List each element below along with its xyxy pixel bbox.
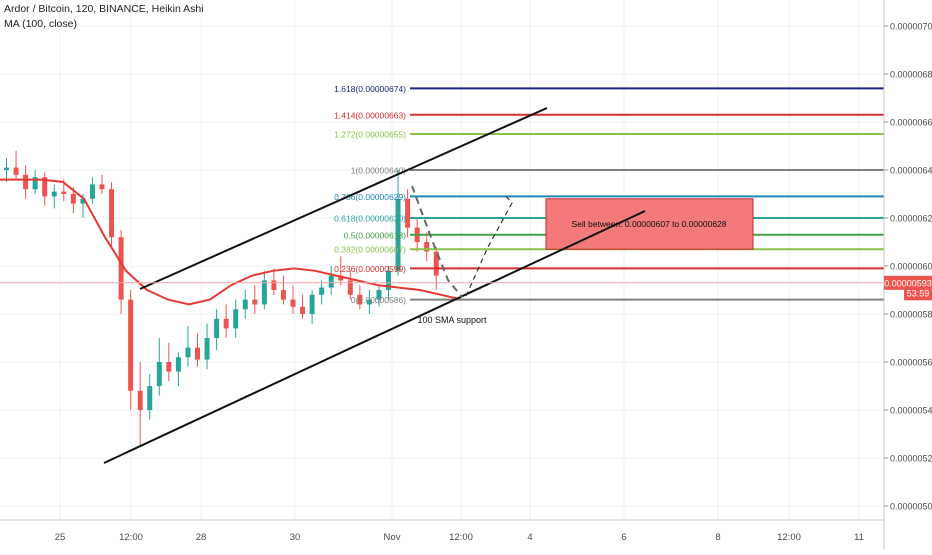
- projection-down-dashed: [411, 185, 463, 298]
- price-tick-label: 0.00000640: [890, 166, 932, 176]
- projection-up-dashed: [465, 195, 513, 297]
- time-tick-label: 30: [290, 532, 301, 543]
- candle-body: [233, 309, 239, 329]
- candle-body: [214, 318, 220, 338]
- sell-zone-label: Sell between: 0.00000607 to 0.00000628: [571, 219, 726, 229]
- candle-body: [357, 294, 363, 305]
- candle-body: [405, 198, 411, 228]
- candle-body: [23, 174, 29, 190]
- time-tick-label: Nov: [384, 532, 401, 543]
- candle-body: [195, 347, 200, 360]
- candle-body: [32, 177, 38, 190]
- candles: [4, 150, 439, 446]
- candle-body: [51, 191, 57, 197]
- candle-body: [290, 299, 296, 307]
- time-tick-label: 6: [621, 532, 626, 543]
- candle-body: [319, 287, 325, 295]
- candle-body: [300, 306, 306, 314]
- fib-level-label: 0.786(0.00000629): [334, 192, 406, 202]
- time-tick-label: 12:00: [777, 532, 801, 543]
- candle-body: [147, 386, 153, 410]
- fib-level-label: 1.618(0.00000674): [334, 84, 406, 94]
- time-tick-label: 12:00: [449, 532, 473, 543]
- symbol-title: Ardor / Bitcoin, 120, BINANCE, Heikin As…: [4, 3, 204, 15]
- candle-body: [118, 237, 124, 300]
- candle-body: [433, 251, 439, 276]
- ma-100-line: [0, 178, 463, 306]
- candle-body: [89, 184, 95, 199]
- candle-body: [80, 198, 86, 204]
- indicator-label: MA (100, close): [4, 18, 77, 30]
- candle-body: [61, 191, 67, 194]
- grid: [0, 0, 884, 520]
- fib-level-label: 0.618(0.00000620): [334, 214, 406, 224]
- time-tick-label: 25: [55, 532, 66, 543]
- time-tick-label: 4: [527, 532, 532, 543]
- channel-lower-trendline: [103, 210, 646, 464]
- candle-body: [261, 280, 267, 305]
- time-tick-label: 11: [854, 532, 864, 543]
- fib-level-label: 0.5(0.00000613): [344, 230, 407, 240]
- candle-body: [109, 189, 115, 238]
- candle-body: [366, 299, 372, 305]
- candle-body: [386, 270, 391, 290]
- channel-upper-trendline: [139, 107, 548, 290]
- candle-body: [252, 299, 258, 305]
- fib-level-label: 0.382(0.00000607): [334, 245, 406, 255]
- ma-line: [0, 178, 463, 306]
- fib-level-label: 0(0.00000586): [351, 295, 406, 305]
- current-price-label: 0.00000593: [884, 278, 932, 288]
- candle-body: [328, 275, 334, 288]
- candle-body: [4, 167, 9, 170]
- candle-body: [128, 299, 134, 391]
- candle-body: [166, 362, 172, 372]
- candle-body: [137, 390, 143, 410]
- candle-body: [223, 318, 229, 329]
- candle-body: [338, 275, 344, 281]
- time-tick-label: 12:00: [119, 532, 143, 543]
- time-axis: 25 12:00 28 30 Nov 12:00 4 6 8 12:00 11: [0, 519, 884, 543]
- candle-body: [309, 294, 315, 314]
- candle-body: [42, 177, 48, 197]
- candle-body: [424, 242, 430, 252]
- candle-body: [185, 347, 191, 358]
- candle-body: [280, 290, 286, 300]
- fib-level-label: 0.236(0.00000599): [334, 264, 406, 274]
- countdown-badge: [904, 286, 932, 301]
- drawings: 1.618(0.00000674) 1.414(0.00000663) 1.272(…: [0, 84, 884, 464]
- countdown-label: 53:59: [907, 288, 930, 298]
- sma-support-annotation: 100 SMA support: [417, 315, 487, 325]
- candle-body: [376, 290, 382, 300]
- candle-body: [242, 299, 248, 310]
- candle-body: [156, 362, 162, 386]
- price-tick-label: 0.00000620: [890, 214, 932, 224]
- candle-body: [271, 280, 277, 290]
- time-tick-label: 28: [196, 532, 207, 543]
- fib-level-label: 1.414(0.00000663): [334, 110, 406, 120]
- fib-level-label: 1.272(0.00000655): [334, 130, 406, 140]
- candle-body: [70, 194, 76, 204]
- time-tick-label: 8: [715, 532, 720, 543]
- candle-body: [395, 198, 401, 271]
- candle-body: [347, 280, 353, 295]
- candle-body: [175, 357, 181, 372]
- candle-body: [13, 167, 19, 175]
- candle-body: [99, 184, 105, 190]
- candle-body: [204, 338, 210, 360]
- fib-level-label: 1(0.00000640): [351, 166, 406, 176]
